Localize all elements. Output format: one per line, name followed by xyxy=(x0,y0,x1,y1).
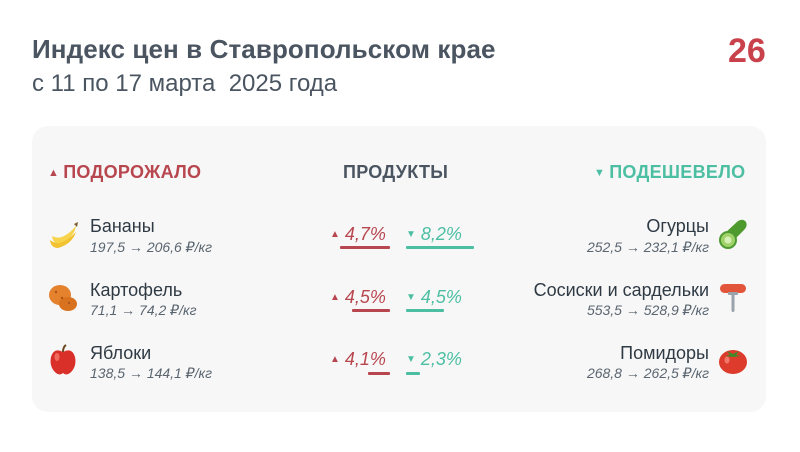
triangle-down-icon: ▼ xyxy=(406,354,416,365)
apple-icon xyxy=(50,344,76,375)
sausage-icon xyxy=(720,284,746,312)
triangle-up-icon: ▲ xyxy=(330,229,340,240)
change-up-bananas: ▲ 4,7% xyxy=(330,224,386,244)
product-price-apples: 138,5 → 144,1 ₽/кг xyxy=(90,365,213,381)
logo-26-icon: 26 xyxy=(728,32,766,70)
triangle-down-icon: ▼ xyxy=(406,229,416,240)
svg-text:26: 26 xyxy=(728,32,766,70)
column-header-up: ▲ ПОДОРОЖАЛО xyxy=(48,162,202,182)
triangle-up-icon: ▲ xyxy=(48,167,60,179)
change-bar-up xyxy=(368,372,390,375)
change-up-potato: ▲ 4,5% xyxy=(330,287,386,307)
column-header-products: ПРОДУКТЫ xyxy=(343,162,449,182)
triangle-down-icon: ▼ xyxy=(406,292,416,303)
change-down-sausages: ▼ 4,5% xyxy=(406,287,462,307)
product-price-bananas: 197,5 → 206,6 ₽/кг xyxy=(90,239,213,255)
price-card xyxy=(32,126,766,412)
product-price-potato: 71,1 → 74,2 ₽/кг xyxy=(90,302,197,318)
change-bar-up xyxy=(340,246,390,249)
cucumber-icon xyxy=(719,219,747,249)
column-header-down: ▼ ПОДЕШЕВЕЛО xyxy=(594,162,746,182)
product-name-potato: Картофель xyxy=(90,280,183,300)
product-name-sausages: Сосиски и сардельки xyxy=(533,280,709,300)
page-title: Индекс цен в Ставропольском крае xyxy=(32,34,496,64)
change-down-tomatoes: ▼ 2,3% xyxy=(406,349,462,369)
banana-icon xyxy=(50,222,78,248)
change-down-cucumbers: ▼ 8,2% xyxy=(406,224,462,244)
change-bar-up xyxy=(352,309,390,312)
product-name-tomatoes: Помидоры xyxy=(620,343,709,363)
triangle-up-icon: ▲ xyxy=(330,292,340,303)
change-bar-down xyxy=(406,246,474,249)
change-bar-down xyxy=(406,372,420,375)
tomato-icon xyxy=(719,350,747,374)
potato-icon xyxy=(49,285,77,311)
product-name-cucumbers: Огурцы xyxy=(646,216,709,236)
triangle-down-icon: ▼ xyxy=(594,167,606,179)
triangle-up-icon: ▲ xyxy=(330,354,340,365)
product-price-tomatoes: 268,8 → 262,5 ₽/кг xyxy=(586,365,709,381)
product-name-bananas: Бананы xyxy=(90,216,155,236)
change-up-apples: ▲ 4,1% xyxy=(330,349,386,369)
change-bar-down xyxy=(406,309,444,312)
page-subtitle: с 11 по 17 марта 2025 года xyxy=(32,70,338,97)
product-price-sausages: 553,5 → 528,9 ₽/кг xyxy=(586,302,709,318)
product-name-apples: Яблоки xyxy=(90,343,152,363)
product-price-cucumbers: 252,5 → 232,1 ₽/кг xyxy=(586,239,709,255)
